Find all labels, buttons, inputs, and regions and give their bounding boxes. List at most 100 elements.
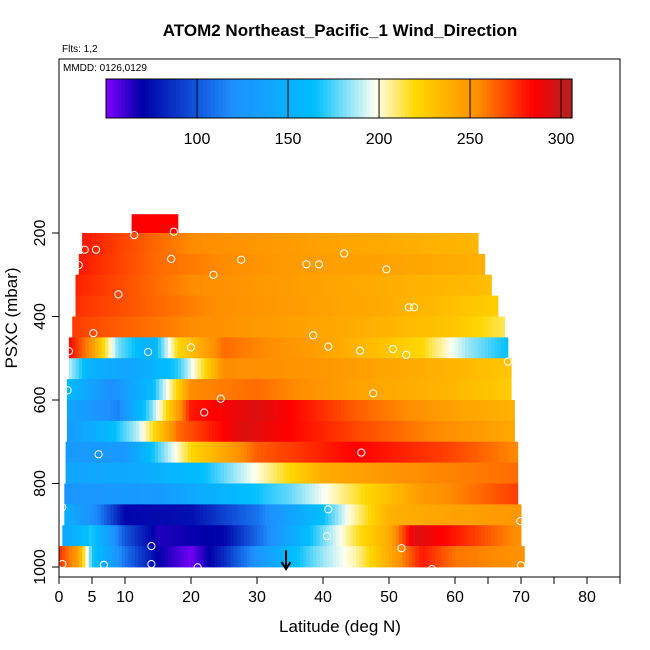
heatmap-cell [207,337,212,359]
heatmap-cell [100,504,105,526]
heatmap-cell [329,295,334,317]
heatmap-cell [158,546,162,568]
heatmap-cell [369,525,373,547]
heatmap-cell [207,546,212,568]
heatmap-cell [492,400,497,422]
heatmap-cell [346,337,350,359]
heatmap-cell [158,525,162,547]
heatmap-cell [243,462,248,484]
heatmap-cell [109,420,114,443]
heatmap-cell [288,379,292,401]
heatmap-cell [499,483,504,505]
heatmap-cell [501,525,505,547]
heatmap-cell [85,316,90,338]
heatmap-cell [82,337,86,359]
heatmap-cell [164,295,169,317]
heatmap-cell [121,233,126,255]
heatmap-cell [243,295,248,317]
heatmap-cell [86,420,91,443]
heatmap-cell [379,316,383,338]
heatmap-cell [367,400,372,422]
heatmap-cell [365,233,370,255]
heatmap-cell [440,504,445,526]
heatmap-cell [88,253,93,276]
heatmap-cell [224,525,228,547]
heatmap-cell [288,483,293,505]
heatmap-cell [231,379,236,401]
heatmap-cell [280,295,284,317]
heatmap-cell [332,295,337,317]
heatmap-cell [141,525,146,547]
heatmap-cell [296,525,301,547]
heatmap-cell [306,274,311,297]
heatmap-cell [474,462,479,484]
heatmap-cell [412,295,416,317]
heatmap-cell [217,441,222,464]
heatmap-cell [167,214,172,234]
heatmap-cell [156,400,160,422]
heatmap-cell [108,295,113,317]
heatmap-cell [143,483,148,505]
heatmap-cell [455,316,459,338]
heatmap-cell [123,504,128,526]
heatmap-cell [330,379,335,401]
heatmap-cell [197,525,202,547]
heatmap-cell [372,337,377,359]
heatmap-cell [356,233,360,255]
heatmap-cell [158,253,162,276]
colorbar-segment [125,79,130,118]
heatmap-cell [237,441,241,464]
heatmap-cell [224,358,228,380]
heatmap-cell [448,462,453,484]
observation-marker [397,567,406,577]
colorbar-segment [564,79,569,118]
heatmap-cell [204,462,208,484]
heatmap-cell [425,316,430,338]
heatmap-cell [313,546,317,568]
heatmap-cell [85,441,90,464]
heatmap-cell [346,441,350,464]
colorbar-segment [187,79,193,118]
heatmap-cell [263,358,268,380]
heatmap-cell [478,295,482,317]
colorbar-tick-label: 100 [184,131,211,148]
heatmap-cell [282,504,286,526]
heatmap-cell [408,546,413,568]
heatmap-cell [191,546,195,568]
heatmap-cell [425,253,430,276]
heatmap-cell [197,462,202,484]
heatmap-cell [344,504,349,526]
observation-marker [99,560,109,570]
heatmap-cell [420,483,425,505]
heatmap-cell [164,253,169,276]
heatmap-cell [316,525,321,547]
heatmap-cell [222,504,227,526]
heatmap-cell [90,420,94,443]
heatmap-cell [501,358,505,380]
heatmap-cell [78,337,83,359]
heatmap-cell [171,233,175,255]
heatmap-cell [98,358,103,380]
heatmap-cell [237,546,241,568]
heatmap-cell [88,337,93,359]
heatmap-cell [121,253,126,276]
heatmap-cell [82,546,86,568]
heatmap-cell [369,462,373,484]
heatmap-cell [196,483,201,505]
heatmap-cell [342,253,347,276]
heatmap-cell [363,400,368,422]
heatmap-cell [329,441,334,464]
heatmap-cell [428,337,433,359]
heatmap-cell [420,420,424,443]
heatmap-cell [464,274,469,297]
heatmap-cell [167,441,172,464]
observation-marker [169,227,178,236]
heatmap-cell [342,295,347,317]
heatmap-cell [115,546,119,568]
heatmap-cell [336,525,340,547]
heatmap-cell [408,274,413,297]
heatmap-cell [502,400,507,422]
heatmap-cell [151,441,156,464]
y-tick-label: 200 [32,220,49,247]
heatmap-cell [123,379,127,401]
